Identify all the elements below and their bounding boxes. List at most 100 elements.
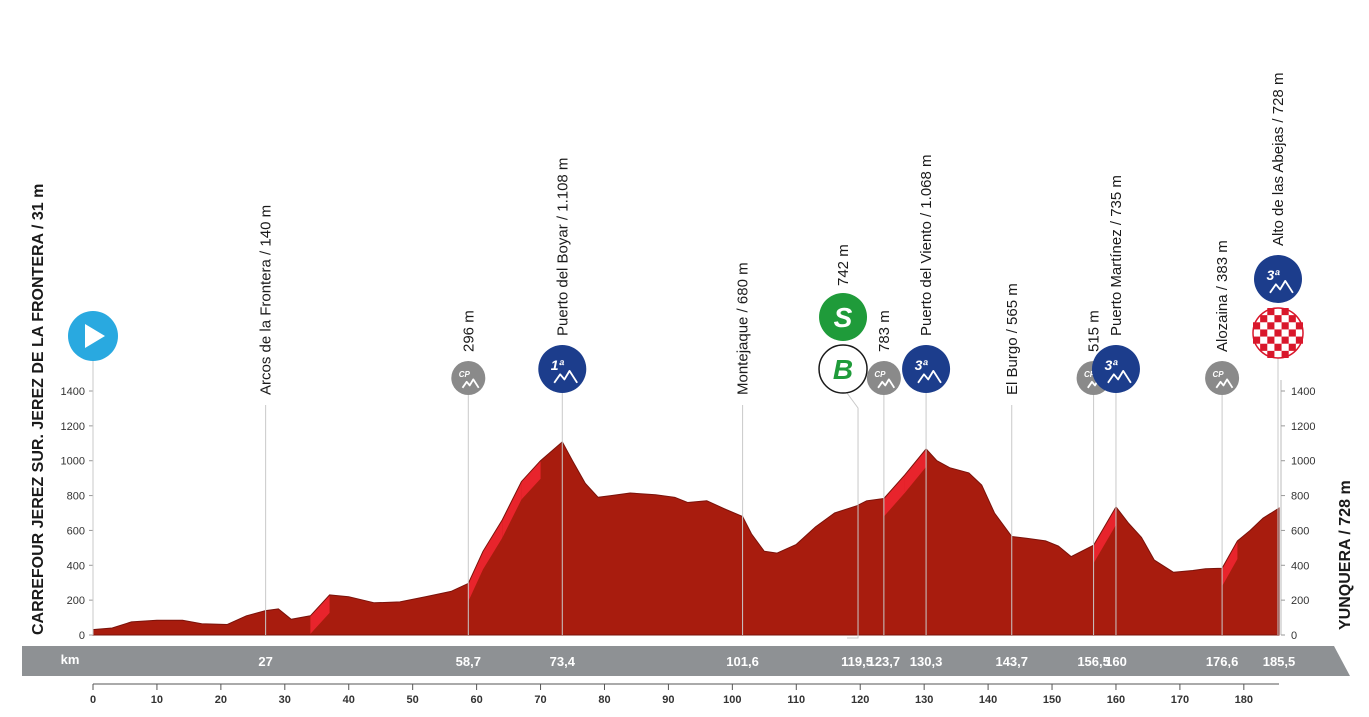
finish-flag-square [1267, 322, 1275, 330]
cp-icon-mountain [461, 378, 480, 389]
profile-outline [92, 441, 1280, 636]
x-tick-label: 130 [915, 694, 933, 706]
finish-flag-square [1274, 315, 1282, 323]
cat1-climb-icon-mountain [553, 370, 578, 384]
town-label: Alozaina / 383 m [1214, 240, 1231, 352]
cp-icon-label: CP [874, 370, 886, 379]
bonus-icon-letter: B [833, 354, 853, 385]
profile-slope-segment [1093, 506, 1116, 564]
finish-flag-square [1267, 308, 1275, 316]
km-band-value: 73,4 [550, 654, 576, 669]
profile-slope-segment [310, 594, 330, 634]
km-band-value: 176,6 [1206, 654, 1239, 669]
cp-icon-label: CP [1084, 370, 1096, 379]
profile-slope-segment [904, 448, 927, 493]
profile-slope-segment [521, 460, 541, 500]
y-tick-left-label: 1400 [61, 386, 85, 398]
x-tick-label: 120 [851, 694, 869, 706]
y-tick-left-label: 600 [67, 525, 85, 537]
cp-icon-label: CP [1213, 370, 1225, 379]
climb-label: Puerto del Viento / 1.068 m [918, 154, 935, 336]
x-tick-label: 160 [1107, 694, 1125, 706]
town-label: El Burgo / 565 m [1004, 283, 1021, 395]
profile-area [93, 441, 1279, 635]
km-band-value: 123,7 [868, 654, 901, 669]
cp-icon-label: CP [459, 370, 471, 379]
finish-flag-square [1253, 336, 1261, 344]
y-tick-left-label: 400 [67, 560, 85, 572]
cat3-climb-icon [902, 345, 951, 393]
finish-flag-square [1274, 343, 1282, 351]
cat3-climb-icon-label: 3ª [1104, 357, 1118, 373]
finish-flag-square [1260, 315, 1268, 323]
finish-flag-square [1281, 350, 1289, 358]
y-tick-right-label: 800 [1291, 491, 1309, 503]
x-tick-label: 170 [1171, 694, 1189, 706]
finish-flag-square [1267, 336, 1275, 344]
cp-altitude-label: 296 m [460, 310, 477, 352]
y-tick-left-label: 200 [67, 595, 85, 607]
x-tick-label: 30 [279, 694, 291, 706]
km-band-label: km [61, 652, 80, 667]
finish-climb-label: Alto de las Abejas / 728 m [1270, 73, 1287, 246]
y-tick-left-label: 1000 [61, 456, 85, 468]
finish-location-label: YUNQUERA / 728 m [1337, 480, 1354, 630]
x-tick-label: 110 [787, 694, 805, 706]
climb-label: Puerto del Boyar / 1.108 m [554, 158, 571, 336]
y-tick-right-label: 0 [1291, 630, 1297, 642]
cat3-climb-icon-mountain [1269, 280, 1294, 294]
km-band-value: 130,3 [910, 654, 943, 669]
profile-slope-segment [483, 519, 503, 570]
y-tick-left-label: 1200 [61, 421, 85, 433]
cat3-climb-icon-label: 3ª [1267, 267, 1281, 283]
finish-flag-square [1274, 329, 1282, 337]
start-location-label: CARREFOUR JEREZ SUR. JEREZ DE LA FRONTER… [30, 184, 47, 635]
sprint-marker-line [846, 392, 859, 639]
finish-flag-square [1253, 322, 1261, 330]
y-tick-right-label: 1000 [1291, 456, 1315, 468]
x-tick-label: 40 [343, 694, 355, 706]
km-band-value: 101,6 [726, 654, 759, 669]
x-tick-label: 140 [979, 694, 997, 706]
bonus-icon [818, 344, 868, 394]
cp-altitude-label: 783 m [876, 310, 893, 352]
x-tick-label: 180 [1235, 694, 1253, 706]
km-band-value: 185,5 [1263, 654, 1296, 669]
cat1-climb-icon [538, 345, 587, 393]
finish-flag-square [1281, 336, 1289, 344]
x-tick-label: 100 [723, 694, 741, 706]
cp-icon-mountain [877, 378, 896, 389]
start-play-triangle [85, 324, 105, 348]
finish-flag-square [1288, 315, 1296, 323]
y-tick-right-label: 600 [1291, 525, 1309, 537]
y-tick-right-label: 200 [1291, 595, 1309, 607]
climb-label: Puerto Martínez / 735 m [1108, 175, 1125, 336]
finish-flag-square [1281, 322, 1289, 330]
town-label: Arcos de la Frontera / 140 m [258, 205, 275, 395]
km-band-value: 119,5 [841, 654, 873, 669]
y-tick-left-label: 0 [79, 630, 85, 642]
finish-flag-square [1295, 322, 1303, 330]
cp-altitude-label: 515 m [1086, 310, 1103, 352]
cat3-climb-icon-mountain [917, 370, 942, 384]
sprint-altitude-label: 742 m [835, 244, 852, 286]
finish-flag-square [1260, 343, 1268, 351]
x-tick-label: 150 [1043, 694, 1061, 706]
x-tick-label: 20 [215, 694, 227, 706]
x-tick-label: 0 [90, 694, 96, 706]
profile-slope-segment [468, 551, 484, 602]
y-tick-left-label: 800 [67, 491, 85, 503]
cat3-climb-icon [1254, 255, 1302, 303]
finish-flag-square [1288, 343, 1296, 351]
profile-slope-segment [883, 474, 905, 517]
cat3-climb-icon-label: 3ª [915, 357, 929, 373]
x-tick-label: 60 [470, 694, 482, 706]
x-tick-label: 90 [662, 694, 674, 706]
profile-slope-segment [1222, 540, 1238, 587]
profile-slope-segment [502, 481, 522, 538]
km-band-value: 27 [258, 654, 272, 669]
y-tick-right-label: 1200 [1291, 421, 1315, 433]
x-tick-label: 10 [151, 694, 163, 706]
